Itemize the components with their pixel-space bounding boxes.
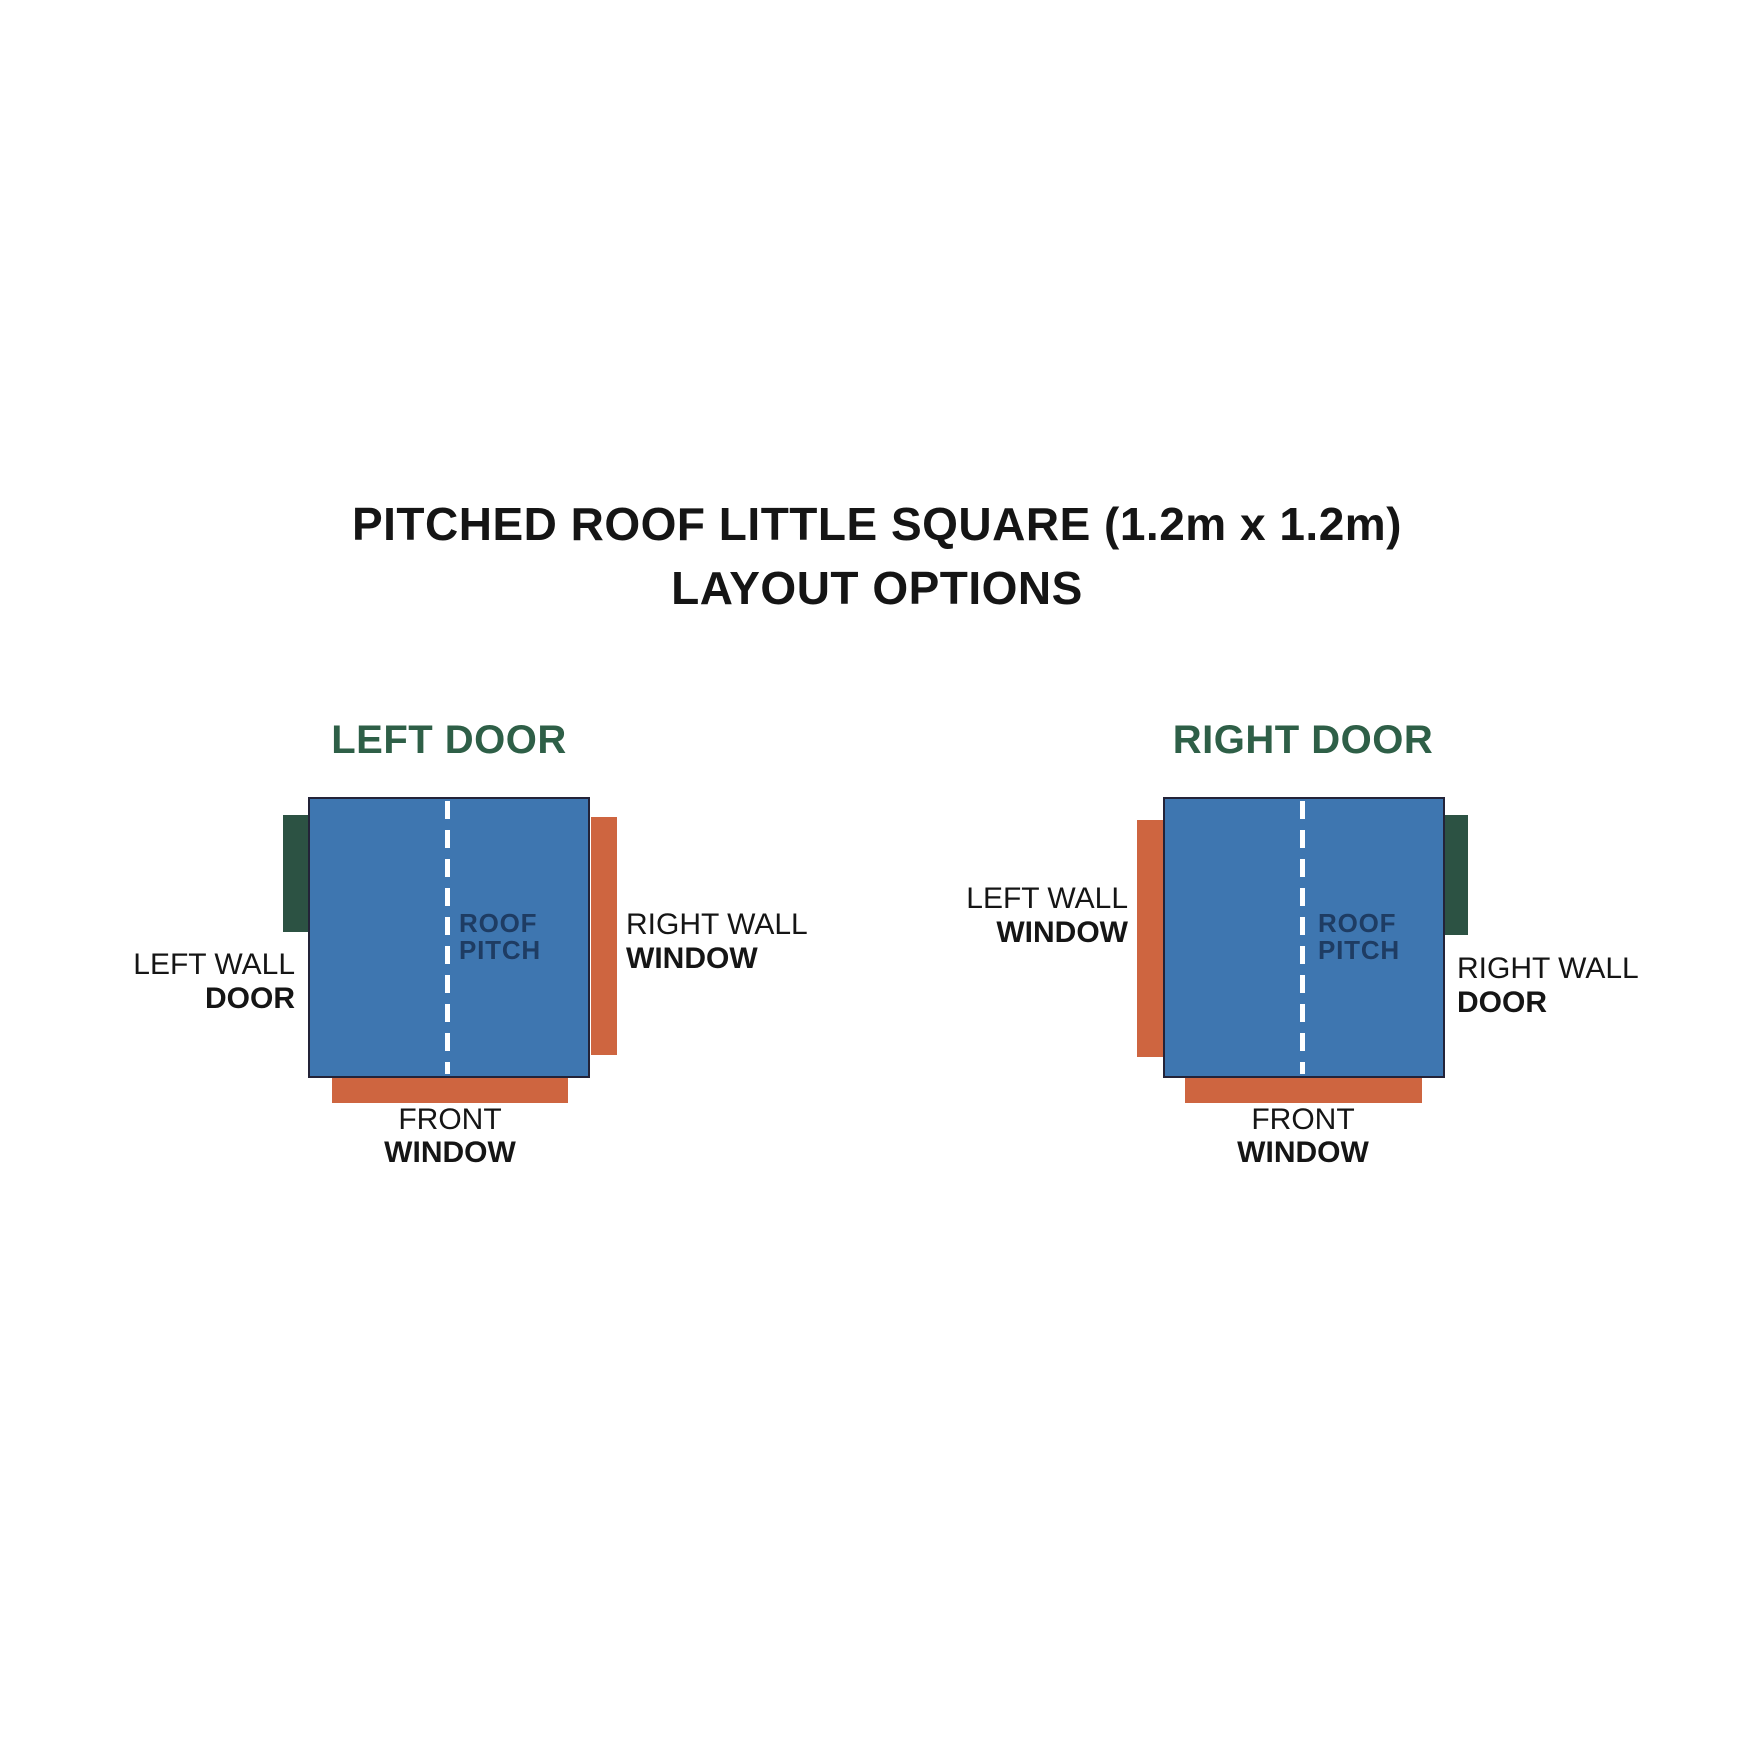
roof-pitch-label-line1: ROOF	[459, 908, 538, 938]
diagram-left-door-heading: LEFT DOOR	[331, 718, 567, 762]
page-title-line2: LAYOUT OPTIONS	[671, 562, 1083, 614]
left-wall-door-swatch	[283, 815, 308, 932]
roof-pitch-ridge-line	[445, 801, 450, 1074]
right-wall-label: RIGHT WALL DOOR	[1457, 952, 1639, 1020]
right-wall-window-swatch	[591, 817, 617, 1055]
front-wall-label-line1: FRONT	[1251, 1103, 1355, 1136]
left-wall-label-line2: WINDOW	[996, 916, 1128, 949]
front-wall-label-line2: WINDOW	[1237, 1136, 1369, 1169]
left-wall-label: LEFT WALL WINDOW	[966, 882, 1128, 950]
right-wall-label-line1: RIGHT WALL	[1457, 952, 1639, 985]
page-title: PITCHED ROOF LITTLE SQUARE (1.2m x 1.2m)…	[0, 492, 1754, 620]
front-window-swatch	[332, 1078, 568, 1103]
front-wall-label-line1: FRONT	[398, 1103, 502, 1136]
left-wall-label: LEFT WALL DOOR	[133, 948, 295, 1016]
roof-pitch-label-line2: PITCH	[1318, 935, 1400, 965]
front-wall-label: FRONT WINDOW	[310, 1103, 590, 1169]
front-wall-label-line2: WINDOW	[384, 1136, 516, 1169]
left-wall-label-line1: LEFT WALL	[133, 948, 295, 981]
roof-pitch-ridge-line	[1300, 801, 1305, 1074]
right-wall-label-line2: DOOR	[1457, 986, 1547, 1019]
right-wall-label-line1: RIGHT WALL	[626, 908, 808, 941]
front-wall-label: FRONT WINDOW	[1163, 1103, 1443, 1169]
front-window-swatch	[1185, 1078, 1422, 1103]
roof-pitch-label-line2: PITCH	[459, 935, 541, 965]
roof-pitch-label: ROOF PITCH	[459, 910, 541, 964]
diagram-left-door: LEFT DOOR ROOF PITCH LEFT WALL DOOR RIGH…	[130, 700, 870, 1220]
left-wall-label-line1: LEFT WALL	[966, 882, 1128, 915]
roof-pitch-label: ROOF PITCH	[1318, 910, 1400, 964]
diagram-right-door-heading: RIGHT DOOR	[1172, 718, 1434, 762]
roof-pitch-label-line1: ROOF	[1318, 908, 1397, 938]
right-wall-door-swatch	[1443, 815, 1468, 935]
left-wall-window-swatch	[1137, 820, 1163, 1057]
right-wall-label-line2: WINDOW	[626, 942, 758, 975]
page-title-line1: PITCHED ROOF LITTLE SQUARE (1.2m x 1.2m)	[351, 498, 1403, 550]
diagram-right-door: RIGHT DOOR ROOF PITCH LEFT WALL WINDOW R…	[966, 700, 1725, 1220]
left-wall-label-line2: DOOR	[205, 982, 295, 1015]
right-wall-label: RIGHT WALL WINDOW	[626, 908, 808, 976]
